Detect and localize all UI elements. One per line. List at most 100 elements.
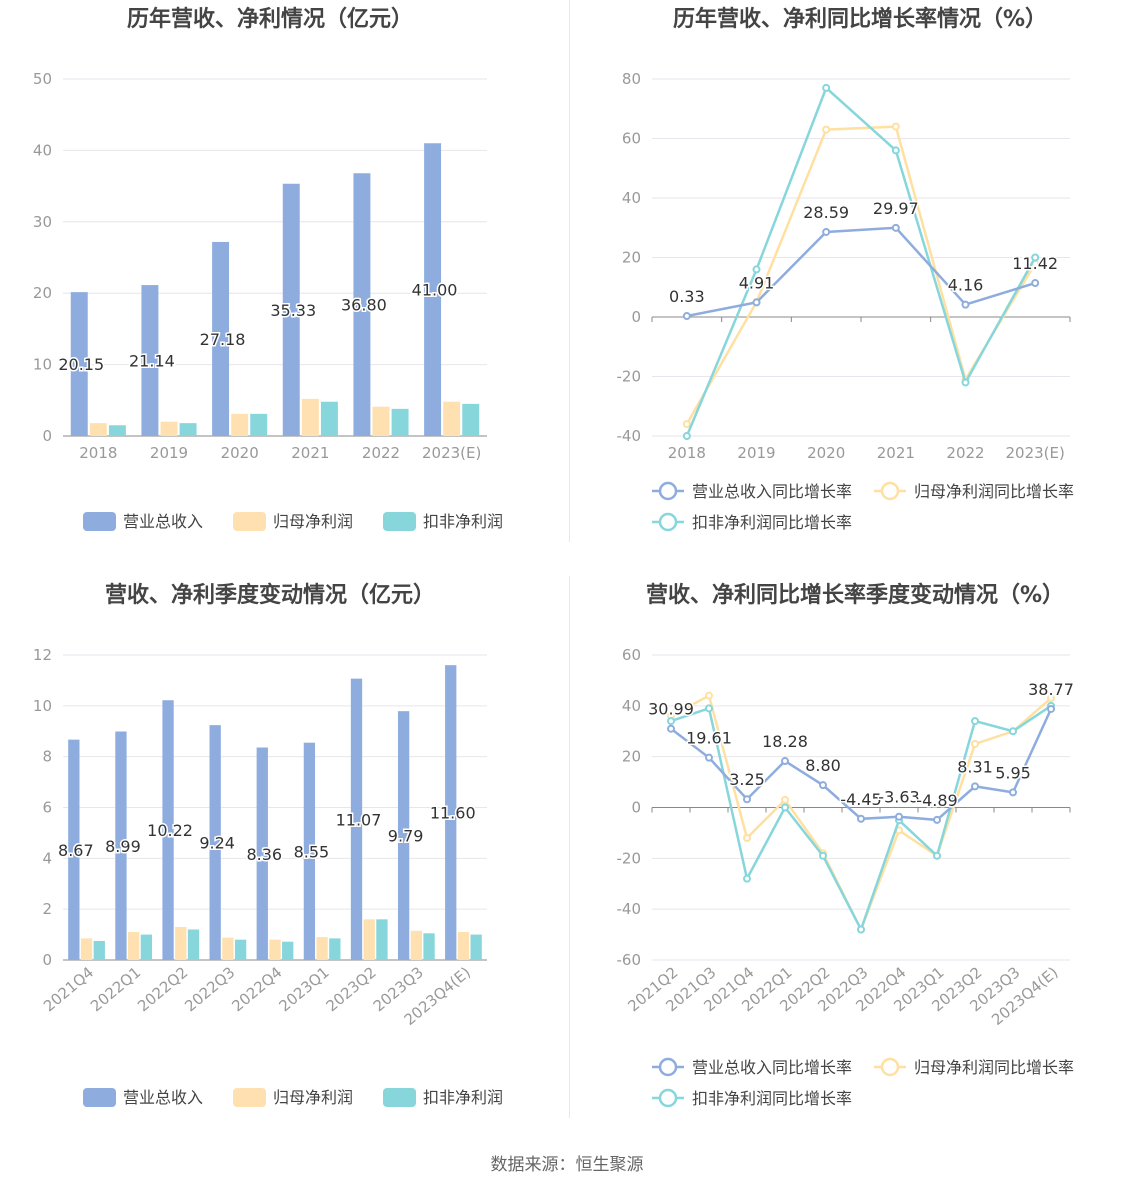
bar <box>175 926 187 960</box>
y-tick-label: 4 <box>42 849 52 867</box>
data-label: 0.33 <box>669 287 705 306</box>
data-point <box>705 753 713 762</box>
data-point <box>781 757 789 766</box>
data-point <box>971 782 979 791</box>
y-tick-label: 40 <box>622 189 641 207</box>
legend-label: 扣非净利润同比增长率 <box>692 513 852 532</box>
data-label: 11.07 <box>336 810 382 829</box>
chart-title: 历年营收、净利同比增长率情况（%） <box>673 6 1047 32</box>
legend-swatch <box>383 1088 416 1107</box>
series-line <box>686 226 1036 318</box>
bar <box>391 408 409 436</box>
data-point <box>667 724 675 733</box>
legend-label: 归母净利润同比增长率 <box>914 1058 1074 1077</box>
legend-label: 扣非净利润 <box>423 1088 503 1107</box>
y-tick-label: -60 <box>617 951 642 969</box>
bar <box>443 401 461 436</box>
bar <box>462 403 480 436</box>
data-point <box>1009 727 1017 736</box>
data-label: -3.63 <box>878 788 919 807</box>
annual-growth-chart: 历年营收、净利同比增长率情况（%） -40 -20 0 20 40 60 80 2018 2019… <box>617 6 1075 532</box>
legend-label: 营业总收入 <box>123 1088 203 1107</box>
x-tick-label: 2021Q4 <box>40 963 97 1015</box>
x-tick-label: 2023Q1 <box>276 963 333 1015</box>
chart-title: 营收、净利季度变动情况（亿元） <box>105 582 435 608</box>
chart-title: 历年营收、净利情况（亿元） <box>127 6 413 32</box>
data-label: 8.99 <box>105 837 141 856</box>
bar <box>445 665 457 960</box>
data-point <box>682 312 691 321</box>
bar <box>80 938 93 960</box>
bar <box>68 739 80 960</box>
data-point <box>961 378 970 387</box>
bar <box>231 413 249 436</box>
bar <box>282 941 294 960</box>
y-tick-label: 40 <box>622 697 641 715</box>
bar <box>410 930 422 960</box>
data-point <box>743 834 751 842</box>
legend-swatch-dot <box>880 481 900 501</box>
y-tick-label: 0 <box>42 951 52 969</box>
legend-swatch <box>83 512 116 531</box>
data-point <box>743 874 751 883</box>
data-label: 20.15 <box>58 355 104 374</box>
bar <box>70 292 88 436</box>
data-label: 11.60 <box>430 804 476 823</box>
y-tick-label: -40 <box>617 427 642 445</box>
data-point <box>822 125 831 134</box>
data-label: 8.67 <box>58 841 94 860</box>
bar <box>363 919 375 960</box>
data-point <box>781 803 789 812</box>
bar <box>301 398 319 436</box>
x-tick-label: 2019 <box>737 444 775 462</box>
bar <box>162 700 174 960</box>
legend-swatch <box>233 1088 266 1107</box>
legend-swatch-dot <box>880 1057 900 1077</box>
bar <box>212 241 230 436</box>
bar <box>423 933 435 960</box>
data-point <box>682 420 691 429</box>
bar <box>89 423 107 436</box>
bar <box>397 711 410 960</box>
data-label: 3.25 <box>729 770 765 789</box>
y-tick-label: 8 <box>42 748 52 766</box>
data-label: 30.99 <box>648 700 694 719</box>
bar <box>353 173 371 437</box>
x-tick-label: 2020 <box>221 444 259 462</box>
data-point <box>1047 694 1055 703</box>
legend-label: 营业总收入同比增长率 <box>692 1058 852 1077</box>
y-tick-label: 0 <box>631 308 641 326</box>
x-tick-label: 2023(E) <box>422 444 481 462</box>
bar <box>316 937 328 960</box>
bar <box>256 747 268 960</box>
bar <box>320 401 338 436</box>
x-tick-label: 2022 <box>362 444 400 462</box>
bar <box>282 183 300 436</box>
data-label: 35.33 <box>270 301 316 320</box>
y-tick-label: -20 <box>617 849 642 867</box>
data-point <box>857 814 865 823</box>
data-label: 9.24 <box>199 834 235 853</box>
y-tick-label: 20 <box>622 748 641 766</box>
y-tick-label: 60 <box>622 130 641 148</box>
data-point <box>822 227 831 236</box>
data-point <box>971 717 979 726</box>
data-point <box>819 781 827 790</box>
y-tick-label: 30 <box>33 213 52 231</box>
series-line <box>685 85 1037 437</box>
quarterly-growth-panel: 营收、净利同比增长率季度变动情况（%） -60 -40 -20 0 20 40 60 2021Q… <box>567 576 1134 1152</box>
bar <box>187 929 200 960</box>
data-point <box>971 739 979 748</box>
data-label: 21.14 <box>129 352 175 371</box>
bar <box>470 934 482 960</box>
data-point <box>743 795 751 804</box>
x-tick-label: 2022Q4 <box>228 963 285 1015</box>
legend-swatch-dot <box>658 481 678 501</box>
y-tick-label: 10 <box>33 697 52 715</box>
y-tick-label: 40 <box>33 141 52 159</box>
bar <box>108 425 126 436</box>
bar <box>372 406 390 436</box>
data-point <box>1047 704 1055 713</box>
data-point <box>891 223 900 232</box>
y-tick-label: 20 <box>622 249 641 267</box>
